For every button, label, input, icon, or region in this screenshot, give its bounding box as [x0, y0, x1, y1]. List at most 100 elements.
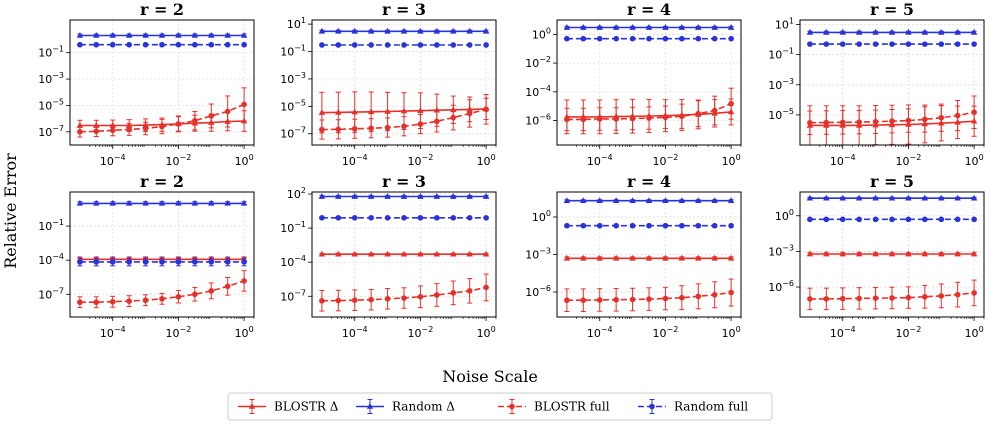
data-point — [954, 291, 961, 298]
data-point — [612, 254, 620, 261]
data-point — [679, 294, 685, 301]
data-point — [434, 215, 440, 221]
data-point — [905, 294, 912, 301]
x-tick-label: 10−2 — [408, 325, 434, 340]
data-point — [466, 288, 473, 294]
data-point — [351, 42, 358, 48]
data-point — [645, 197, 653, 204]
data-point — [872, 295, 879, 301]
data-point — [142, 297, 149, 304]
data-point — [580, 297, 587, 304]
data-point — [889, 295, 895, 301]
series-random-full — [807, 216, 977, 223]
data-point — [93, 128, 100, 135]
data-point — [434, 292, 440, 298]
data-point — [888, 28, 896, 35]
data-point — [335, 27, 342, 34]
data-point — [318, 193, 326, 199]
data-point — [888, 194, 896, 201]
data-point — [872, 250, 879, 257]
series-random-full — [77, 41, 247, 48]
data-point — [224, 108, 231, 115]
data-point — [126, 41, 132, 48]
data-point — [351, 250, 358, 257]
y-tick-label: 10−2 — [525, 55, 551, 70]
data-point — [580, 35, 587, 42]
series-random-full — [77, 257, 247, 267]
data-point — [727, 254, 735, 261]
subplot: r = 4 10−4 10−2 100 10−6 10−4 10−2 100 — [525, 0, 742, 168]
subplot-frame — [69, 19, 255, 146]
series-random-delta — [318, 27, 490, 34]
data-point — [954, 250, 961, 257]
data-point — [613, 222, 619, 229]
data-point — [192, 291, 198, 298]
data-point — [335, 215, 342, 221]
data-point — [629, 222, 636, 229]
data-point — [482, 250, 490, 257]
y-tick-label: 10−4 — [38, 252, 64, 267]
data-point — [662, 254, 669, 261]
data-point — [208, 113, 215, 119]
data-point — [613, 116, 619, 122]
data-point — [695, 222, 702, 229]
x-tick-label: 10−2 — [653, 153, 679, 168]
data-point — [384, 250, 391, 257]
data-point — [125, 32, 133, 38]
data-point — [662, 295, 669, 302]
data-point — [351, 125, 358, 132]
series-random-delta — [806, 28, 978, 35]
data-point — [417, 107, 424, 113]
data-point — [367, 27, 375, 34]
data-point — [646, 35, 652, 42]
data-point — [208, 199, 215, 206]
data-point — [596, 222, 603, 229]
data-point — [629, 115, 636, 122]
data-point — [76, 199, 84, 206]
data-point — [417, 215, 424, 221]
data-point — [629, 35, 636, 42]
data-point — [417, 27, 424, 34]
y-tick-label: 10−5 — [280, 98, 306, 113]
data-point — [417, 121, 424, 127]
y-tick-label: 10−3 — [525, 247, 551, 262]
data-point — [629, 296, 636, 303]
data-point — [400, 27, 408, 34]
data-point — [401, 215, 407, 221]
data-point — [175, 121, 182, 127]
y-tick-label: 10−5 — [768, 107, 794, 122]
data-point — [109, 41, 116, 48]
x-tick-label: 10−4 — [100, 325, 126, 340]
data-point — [839, 194, 846, 201]
subplot-frame — [799, 19, 985, 146]
data-point — [563, 254, 571, 261]
data-point — [905, 41, 912, 47]
data-point — [466, 42, 473, 48]
data-point — [856, 216, 862, 223]
data-point — [839, 41, 846, 47]
data-point — [384, 107, 391, 114]
data-point — [159, 123, 165, 130]
y-tick-label: 10−7 — [38, 286, 64, 301]
data-point — [159, 259, 165, 265]
subplot: r = 3 10−4 10−2 100 10−7 10−5 10−3 10−1 101 — [280, 0, 497, 168]
data-point — [367, 250, 375, 257]
data-point — [823, 250, 830, 257]
data-point — [368, 42, 374, 48]
series-random-full — [564, 222, 734, 229]
data-point — [678, 197, 686, 204]
data-point — [596, 297, 603, 303]
data-point — [855, 28, 863, 35]
data-point — [125, 199, 133, 206]
data-point — [728, 289, 734, 296]
data-point — [351, 215, 358, 221]
data-point — [662, 114, 669, 121]
x-tick-label: 100 — [235, 325, 254, 340]
data-point — [954, 194, 961, 201]
data-point — [319, 215, 325, 221]
data-point — [954, 28, 961, 35]
data-point — [109, 199, 116, 206]
data-point — [77, 41, 83, 48]
y-tick-label: 101 — [287, 16, 306, 31]
